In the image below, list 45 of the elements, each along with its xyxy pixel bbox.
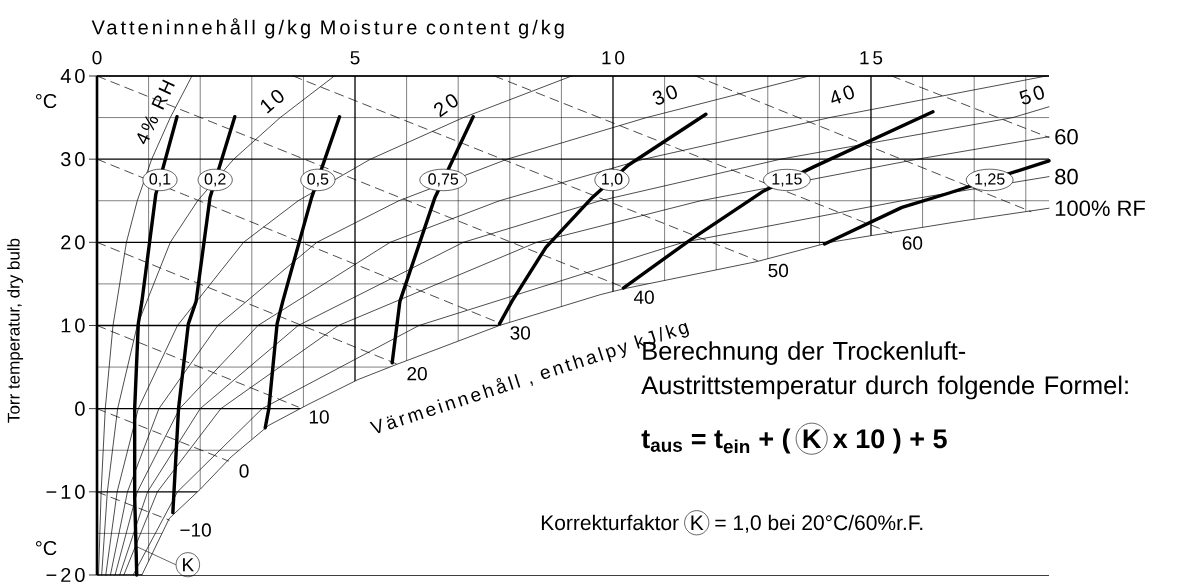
annotation: −10 <box>180 523 211 537</box>
annotation: 0,2 <box>204 173 226 187</box>
annotation: 60 <box>1055 128 1078 145</box>
annotation: 0 <box>239 464 249 478</box>
x-tick-label: 0 <box>92 51 102 65</box>
annotation: 4% RH <box>137 79 175 145</box>
annotation: 20 <box>434 94 458 118</box>
annotation: 30 <box>652 85 677 105</box>
annotation: 1,0 <box>602 173 623 187</box>
annotation: t$_{aus}$ = t$_{ein}$ + ( <box>641 428 791 454</box>
annotation: Korrekturfaktor <box>541 514 679 531</box>
annotation: K <box>691 515 704 530</box>
x-tick-label: 15 <box>860 51 883 65</box>
y-axis-title: Torr temperatur, dry bulb <box>7 238 24 423</box>
y-tick-label: 0 <box>75 401 85 416</box>
annotation: K <box>803 429 822 448</box>
annotation: 50 <box>768 263 789 278</box>
annotation: 0,75 <box>428 173 459 187</box>
annotation: 40 <box>831 85 854 104</box>
annotation: 30 <box>510 326 531 340</box>
annotation: 0,5 <box>307 173 329 187</box>
annotation: 10 <box>309 410 329 424</box>
y-tick-label: −20 <box>46 567 85 583</box>
x-axis-title: Vatteninnehåll g/kg Moisture content g/kg <box>91 18 564 39</box>
x-tick-label: 5 <box>350 51 360 65</box>
annotation: 10 <box>260 89 284 114</box>
annotation: 1,15 <box>772 173 802 187</box>
y-tick-label: 30 <box>61 152 85 167</box>
annotation: = 1,0 bei 20°C/60%r.F. <box>715 514 923 533</box>
y-tick-label: 40 <box>60 68 85 84</box>
text: °C <box>35 93 57 109</box>
annotation: 60 <box>902 236 923 250</box>
annotation: 0,1 <box>149 173 171 187</box>
annotation: x 10 ) + 5 <box>832 428 947 454</box>
y-tick-label: 20 <box>61 235 85 250</box>
annotation: 1,25 <box>975 173 1005 187</box>
annotation: 100% RF <box>1055 200 1145 217</box>
annotation: 40 <box>633 290 654 304</box>
annotation: 50 <box>1019 85 1044 105</box>
annotation: K <box>183 558 194 572</box>
annotation: 80 <box>1055 168 1078 185</box>
x-tick-label: 10 <box>602 51 625 65</box>
y-tick-label: 10 <box>61 318 85 333</box>
text: °C <box>35 540 57 556</box>
y-tick-label: −10 <box>46 484 85 499</box>
